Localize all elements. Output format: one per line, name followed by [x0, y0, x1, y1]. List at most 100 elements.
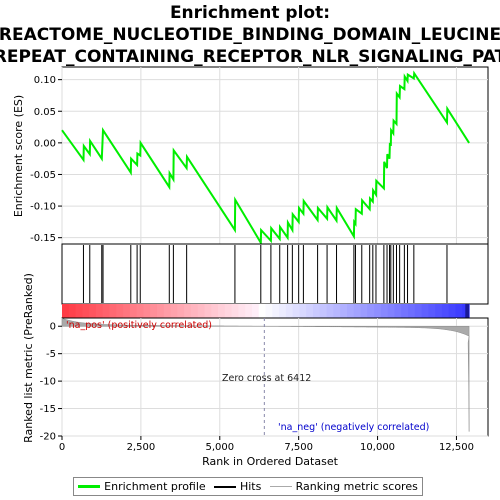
metric-y-tick-label: -5 [46, 349, 56, 360]
es-y-ticks: -0.15 -0.10 -0.05 0.00 0.05 0.10 [30, 75, 62, 244]
band-segment [401, 304, 409, 318]
legend-hits-label: Hits [239, 480, 262, 493]
es-y-tick-label: -0.15 [30, 233, 56, 244]
es-gridlines [61, 67, 488, 244]
band-segment [89, 304, 97, 318]
band-segment [428, 304, 436, 318]
band-segment [380, 304, 389, 318]
band-segment [414, 304, 423, 318]
band-segment [245, 304, 253, 318]
band-segment [204, 304, 212, 318]
band-segment [408, 304, 416, 318]
x-tick-label: 12,500 [439, 442, 474, 453]
band-segment [272, 304, 280, 318]
metric-y-tick-label: -10 [40, 377, 56, 388]
band-segment [129, 304, 138, 318]
band-segment [211, 304, 219, 318]
band-segment [95, 304, 104, 318]
legend-es-label: Enrichment profile [104, 480, 206, 493]
es-y-tick-label: 0.05 [34, 107, 56, 118]
band-segment [258, 304, 267, 318]
neg-label: 'na_neg' (negatively correlated) [278, 422, 429, 433]
band-segment [374, 304, 382, 318]
band-segment [326, 304, 334, 318]
band-segment [238, 304, 246, 318]
band-segment [360, 304, 368, 318]
band-segment [319, 304, 328, 318]
es-y-tick-label: -0.10 [30, 202, 56, 213]
band-segment [441, 304, 450, 318]
chart-title-line-3: REPEAT_CONTAINING_RECEPTOR_NLR_SIGNALING… [0, 47, 500, 67]
x-tick-label: 5,000 [205, 442, 234, 453]
x-tick-label: 10,000 [360, 442, 395, 453]
band-end-segment [465, 304, 470, 318]
ranking-color-band [62, 304, 470, 318]
band-segment [299, 304, 307, 318]
band-segment [82, 304, 90, 318]
band-segment [285, 304, 294, 318]
chart-title-line-2: REACTOME_NUCLEOTIDE_BINDING_DOMAIN_LEUCI… [0, 25, 500, 45]
band-segment [394, 304, 402, 318]
x-axis-label: Rank in Ordered Dataset [202, 455, 339, 468]
band-segment [421, 304, 429, 318]
band-segment [292, 304, 301, 318]
band-segment [218, 304, 226, 318]
band-segment [190, 304, 199, 318]
chart-title-line-1: Enrichment plot: [170, 3, 330, 23]
band-segment [163, 304, 172, 318]
metric-panel-frame [61, 317, 489, 437]
band-segment [170, 304, 178, 318]
band-segment [387, 304, 396, 318]
metric-y-tick-label: -15 [40, 404, 56, 415]
metric-y-tick-label: 0 [50, 322, 56, 333]
band-segment [136, 304, 145, 318]
metric-y-ticks: 0 -5 -10 -15 -20 [40, 322, 62, 443]
legend-metric-label: Ranking metric scores [295, 480, 418, 493]
band-segment [333, 304, 341, 318]
band-segment [143, 304, 151, 318]
legend-metric-swatch [269, 486, 292, 487]
es-y-axis-label: Enrichment score (ES) [12, 95, 25, 217]
band-segment [116, 304, 124, 318]
band-segment [75, 304, 83, 318]
es-panel-frame [61, 66, 489, 245]
band-segment [184, 304, 192, 318]
band-segment [156, 304, 165, 318]
zero-cross-label: Zero cross at 6412 [222, 373, 311, 384]
band-segment [435, 304, 443, 318]
es-y-tick-label: -0.05 [30, 170, 56, 181]
band-segment [231, 304, 239, 318]
metric-y-axis-label: Ranked list metric (PreRanked) [22, 273, 35, 443]
band-segment [353, 304, 362, 318]
band-segment [109, 304, 117, 318]
x-axis-ticks: 0 2,500 5,000 7,500 10,000 12,500 [59, 436, 474, 453]
pos-label: 'na_pos' (positively correlated) [66, 320, 212, 331]
band-segment [306, 304, 314, 318]
band-segment [224, 304, 233, 318]
legend-item-hits: Hits [213, 480, 262, 493]
band-segment [123, 304, 131, 318]
band-segment [265, 304, 273, 318]
band-segment [340, 304, 348, 318]
band-segment [346, 304, 355, 318]
es-y-tick-label: 0.00 [34, 138, 56, 149]
metric-y-tick-label: -20 [40, 432, 56, 443]
band-segment [62, 304, 70, 318]
legend-item-es: Enrichment profile [78, 480, 206, 493]
legend-es-swatch [78, 485, 101, 488]
x-tick-label: 2,500 [127, 442, 156, 453]
band-segment [367, 304, 375, 318]
band-segment [68, 304, 77, 318]
band-segment [177, 304, 185, 318]
legend-hits-swatch [213, 485, 236, 488]
band-segment [313, 304, 321, 318]
legend-item-metric: Ranking metric scores [269, 480, 418, 493]
band-segment [102, 304, 111, 318]
band-segment [455, 304, 463, 318]
es-y-tick-label: 0.10 [34, 75, 56, 86]
metric-area [61, 317, 470, 432]
es-line [61, 70, 470, 247]
band-segment [251, 304, 260, 318]
x-tick-label: 0 [59, 442, 65, 453]
